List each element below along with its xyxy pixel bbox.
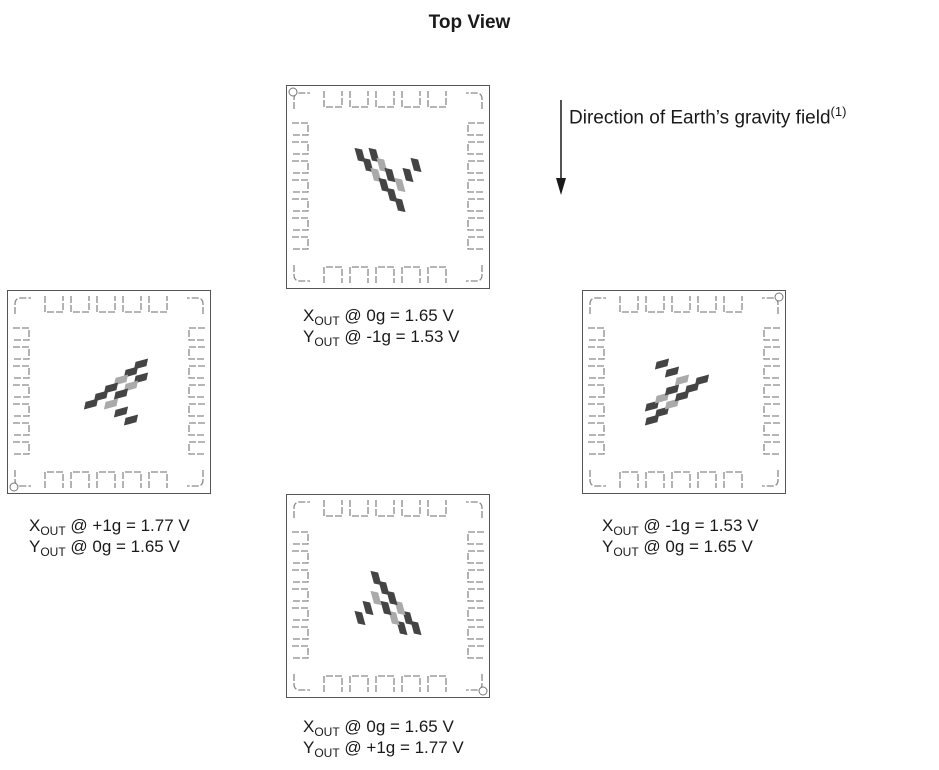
gravity-arrow-icon	[556, 100, 566, 195]
package-top	[286, 85, 490, 289]
package-right	[582, 290, 786, 494]
page-title: Top View	[428, 12, 511, 33]
package-diagram	[7, 290, 211, 494]
output-label-left: XOUT @ +1g = 1.77 V YOUT @ 0g = 1.65 V	[29, 516, 190, 559]
gravity-label: Direction of Earth’s gravity field(1)	[569, 104, 847, 129]
output-label-right: XOUT @ -1g = 1.53 V YOUT @ 0g = 1.65 V	[602, 516, 759, 559]
output-label-top: XOUT @ 0g = 1.65 V YOUT @ -1g = 1.53 V	[303, 306, 460, 349]
package-bottom	[286, 494, 490, 698]
output-label-bottom: XOUT @ 0g = 1.65 V YOUT @ +1g = 1.77 V	[303, 717, 464, 760]
package-diagram	[582, 290, 786, 494]
package-diagram	[286, 494, 490, 698]
package-left	[7, 290, 211, 494]
package-diagram	[286, 85, 490, 289]
